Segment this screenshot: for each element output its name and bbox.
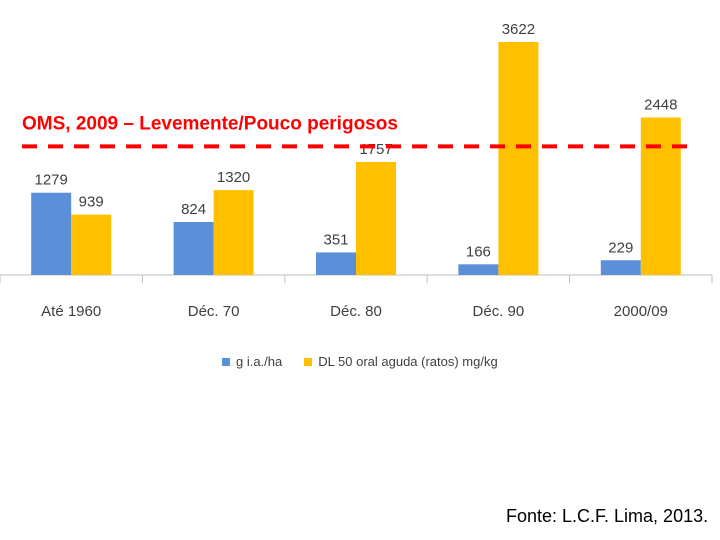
x-tick-label: Até 1960 <box>41 303 101 320</box>
data-label: 1757 <box>359 141 392 158</box>
bar-gia <box>31 192 72 275</box>
legend-swatch-gia <box>222 357 230 366</box>
bar-gia <box>316 252 356 275</box>
bar-dl50 <box>71 214 112 275</box>
bar-gia <box>173 221 214 275</box>
x-tick-label: Déc. 70 <box>188 303 240 320</box>
data-label: 229 <box>608 239 633 256</box>
x-tick-label: Déc. 80 <box>330 303 382 320</box>
bar-dl50 <box>498 42 539 275</box>
data-label: 3622 <box>502 21 535 38</box>
data-label: 824 <box>181 201 206 218</box>
reference-line-label: OMS, 2009 – Levemente/Pouco perigosos <box>22 113 398 134</box>
data-label: 939 <box>79 194 104 211</box>
bar-dl50 <box>640 117 681 275</box>
legend-label-gia: g i.a./ha <box>236 354 283 369</box>
legend-label-dl50: DL 50 oral aguda (ratos) mg/kg <box>318 354 498 369</box>
x-tick-label: 2000/09 <box>614 303 668 320</box>
data-label: 1320 <box>217 169 250 186</box>
legend-item-dl50: DL 50 oral aguda (ratos) mg/kg <box>304 354 498 369</box>
data-label: 351 <box>323 231 348 248</box>
bar-gia <box>458 264 499 275</box>
data-label: 1279 <box>35 172 68 189</box>
source-credit: Fonte: L.C.F. Lima, 2013. <box>506 506 709 526</box>
bar-dl50 <box>356 161 396 275</box>
bar-gia <box>600 260 641 275</box>
legend-swatch-dl50 <box>304 357 313 366</box>
legend-item-gia: g i.a./ha <box>222 354 282 369</box>
x-tick-label: Déc. 90 <box>473 303 525 320</box>
chart-legend: g i.a./ha DL 50 oral aguda (ratos) mg/kg <box>222 354 520 369</box>
data-label: 166 <box>466 243 491 260</box>
data-label: 2448 <box>644 97 677 114</box>
bar-dl50 <box>213 190 254 275</box>
